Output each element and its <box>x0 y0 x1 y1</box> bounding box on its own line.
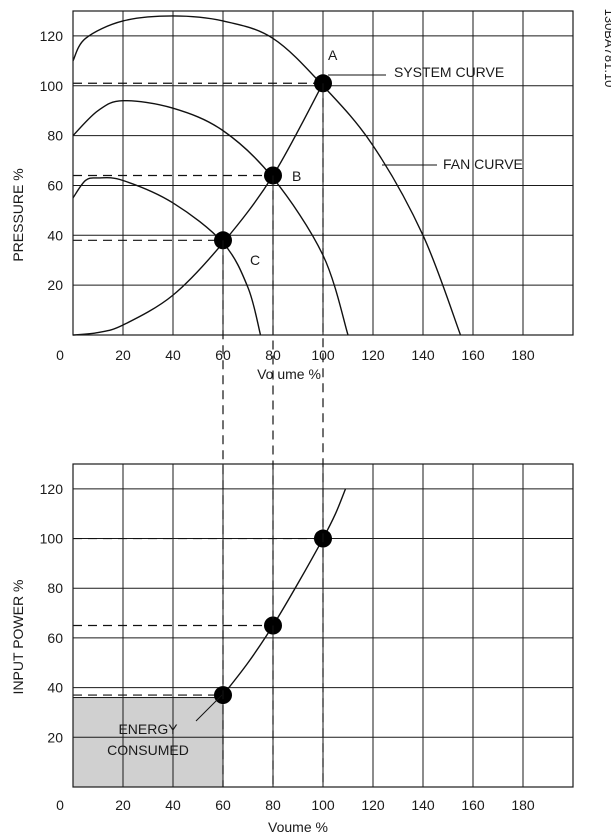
x-tick-labels: 0 20 40 60 80 100 120 140 160 180 <box>56 797 535 813</box>
x-tick-label: 140 <box>411 347 435 363</box>
x-tick-label: 60 <box>215 347 231 363</box>
point-label-c: C <box>250 252 260 268</box>
point-label-a: A <box>328 47 338 63</box>
y-tick-labels: 20 40 60 80 100 120 <box>40 28 64 293</box>
y-tick-label: 100 <box>40 78 64 94</box>
system-curve-label: SYSTEM CURVE <box>394 64 504 80</box>
x-tick-label: 20 <box>115 347 131 363</box>
y-tick-label: 60 <box>47 177 63 193</box>
y-axis-label: INPUT POWER % <box>10 580 26 695</box>
operating-points <box>214 74 332 250</box>
x-tick-label: 180 <box>511 797 535 813</box>
plot-frame <box>72 10 574 336</box>
figure-id: 130BA781.10 <box>602 9 611 88</box>
y-tick-label: 20 <box>47 729 63 745</box>
x-tick-label: 160 <box>461 797 485 813</box>
y-tick-label: 80 <box>47 128 63 144</box>
pressure-chart: 0 20 40 60 80 100 120 140 160 180 20406080100120 … <box>10 10 574 382</box>
y-tick-label: 60 <box>47 630 63 646</box>
x-tick-label: 120 <box>361 347 385 363</box>
series-line-0 <box>222 488 347 696</box>
series-line-2 <box>72 176 262 336</box>
x-axis-label: Vo ume % <box>257 366 321 382</box>
x-tick-label: 20 <box>115 797 131 813</box>
y-tick-label: 40 <box>47 227 63 243</box>
x-tick-labels: 0 20 40 60 80 100 120 140 160 180 <box>56 347 535 363</box>
y-tick-label: 80 <box>47 580 63 596</box>
point-label-b: B <box>292 168 301 184</box>
x-tick-label: 60 <box>215 797 231 813</box>
x-tick-label: 100 <box>311 797 335 813</box>
y-tick-label: 20 <box>47 277 63 293</box>
energy-consumed-region <box>72 697 224 788</box>
y-tick-label: 120 <box>40 28 64 44</box>
series-line-3 <box>72 82 324 336</box>
x-tick-label: 80 <box>265 347 281 363</box>
x-tick-label: 40 <box>165 347 181 363</box>
x-tick-label: 0 <box>56 347 64 363</box>
guide-lines <box>73 537 323 696</box>
energy-leader <box>195 694 223 722</box>
x-tick-label: 140 <box>411 797 435 813</box>
x-tick-label: 40 <box>165 797 181 813</box>
y-tick-label: 120 <box>40 481 64 497</box>
y-axis-label: PRESSURE % <box>10 168 26 261</box>
x-axis-label: Voume % <box>268 819 328 835</box>
energy-label-line2: CONSUMED <box>107 742 189 758</box>
fan-curve-label: FAN CURVE <box>443 156 523 172</box>
series-line-0 <box>72 15 462 336</box>
x-tick-label: 120 <box>361 797 385 813</box>
x-tick-label: 180 <box>511 347 535 363</box>
curves <box>222 488 347 696</box>
connector-lines <box>222 83 324 787</box>
input-power-chart: 0 20 40 60 80 100 120 140 160 180 20406080100120 … <box>10 463 574 835</box>
x-tick-label: 80 <box>265 797 281 813</box>
x-tick-label: 0 <box>56 797 64 813</box>
y-tick-label: 100 <box>40 531 64 547</box>
energy-label-line1: ENERGY <box>118 721 178 737</box>
y-tick-label: 40 <box>47 680 63 696</box>
guide-lines <box>73 82 323 241</box>
y-tick-labels: 20 40 60 80 100 120 <box>40 481 64 745</box>
x-tick-label: 160 <box>461 347 485 363</box>
